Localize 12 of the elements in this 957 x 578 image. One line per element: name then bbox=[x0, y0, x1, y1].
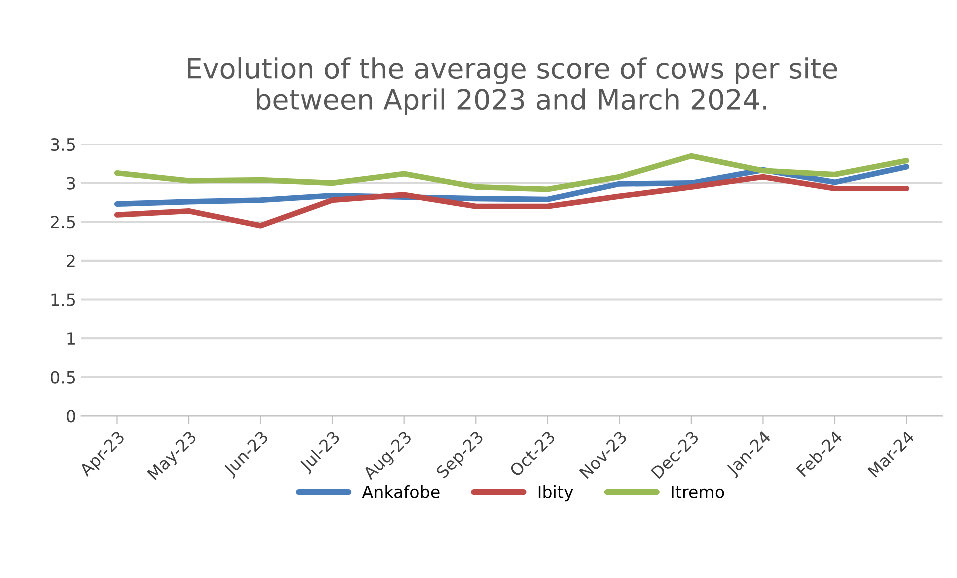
y-tick-label: 2 bbox=[67, 254, 75, 268]
legend-label: Ankafobe bbox=[362, 485, 440, 498]
legend-label: Itremo bbox=[672, 486, 724, 498]
y-tick-label: 0 bbox=[66, 410, 76, 423]
y-tick-label: 1 bbox=[68, 332, 75, 345]
y-tick-label: 2.5 bbox=[51, 216, 76, 229]
legend-label: Ibity bbox=[538, 485, 574, 502]
y-tick-label: 0.5 bbox=[51, 371, 76, 384]
y-tick-label: 1.5 bbox=[52, 294, 76, 306]
y-tick-label: 3.5 bbox=[51, 138, 76, 152]
y-tick-label: 3 bbox=[67, 177, 76, 190]
chart-title: Evolution of the average score of cows per site between April 2023 and March 2024. bbox=[188, 58, 838, 116]
